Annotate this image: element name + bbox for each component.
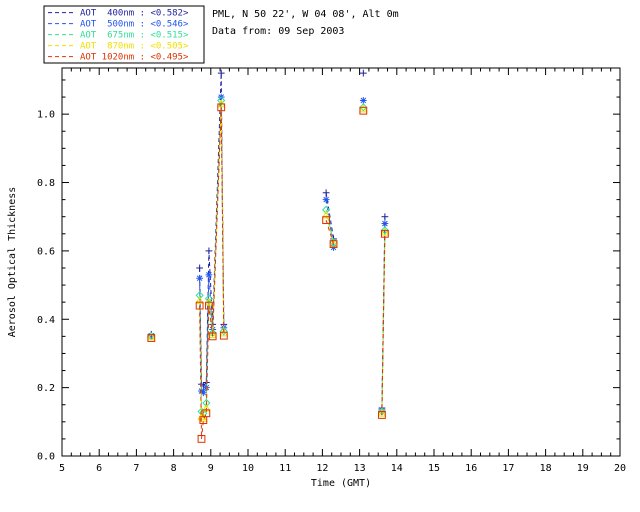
x-tick-label: 13 [354, 463, 366, 474]
series-line [199, 73, 386, 409]
legend-label: AOT 500nm : <0.546> [80, 20, 189, 30]
x-tick-label: 18 [540, 463, 552, 474]
x-tick-label: 14 [391, 463, 403, 474]
x-tick-label: 17 [502, 463, 514, 474]
legend-label: AOT 1020nm : <0.495> [80, 53, 189, 63]
legend-label: AOT 870nm : <0.505> [80, 42, 189, 52]
y-tick-label: 0.0 [37, 452, 55, 463]
series-aot-870nm [147, 99, 390, 422]
x-tick-label: 8 [171, 463, 177, 474]
y-tick-label: 1.0 [37, 110, 55, 121]
axes: 5 6 7 8 9 10 11 12 13 14 15 16 17 18 19 20 0.0 0.2 0.4 0.6 0… [37, 67, 626, 474]
y-axis-label: Aerosol Optical Thickness [7, 187, 18, 338]
station-title: PML, N 50 22', W 04 08', Alt 0m [212, 9, 399, 20]
x-tick-label: 16 [465, 463, 477, 474]
x-axis-label: Time (GMT) [311, 478, 371, 489]
x-tick-label: 15 [428, 463, 440, 474]
plot-box [61, 67, 621, 457]
series-line [199, 100, 386, 415]
data-series [147, 69, 390, 443]
x-tick-label: 9 [208, 463, 214, 474]
y-tick-label: 0.4 [37, 315, 55, 326]
x-tick-label: 6 [96, 463, 102, 474]
series-aot-1020nm [147, 103, 389, 443]
series-aot-400nm [147, 69, 389, 412]
y-tick-label: 0.8 [37, 178, 55, 189]
legend-label: AOT 400nm : <0.582> [80, 9, 189, 19]
x-tick-label: 12 [316, 463, 328, 474]
legend-label: AOT 675nm : <0.515> [80, 31, 189, 41]
y-tick-label: 0.6 [37, 246, 55, 257]
x-tick-label: 10 [242, 463, 254, 474]
x-tick-label: 11 [279, 463, 291, 474]
date-label: Data from: 09 Sep 2003 [212, 26, 344, 37]
series-line [199, 103, 386, 420]
y-tick-label: 0.2 [37, 383, 55, 394]
x-tick-label: 7 [133, 463, 139, 474]
series-aot-675nm [147, 96, 390, 418]
legend: AOT 400nm : <0.582>AOT 500nm : <0.546>AO… [43, 5, 205, 64]
x-tick-label: 19 [577, 463, 589, 474]
series-line [199, 107, 386, 439]
x-tick-label: 20 [614, 463, 626, 474]
series-aot-500nm [147, 93, 389, 414]
x-tick-label: 5 [59, 463, 65, 474]
series-line [199, 97, 386, 410]
